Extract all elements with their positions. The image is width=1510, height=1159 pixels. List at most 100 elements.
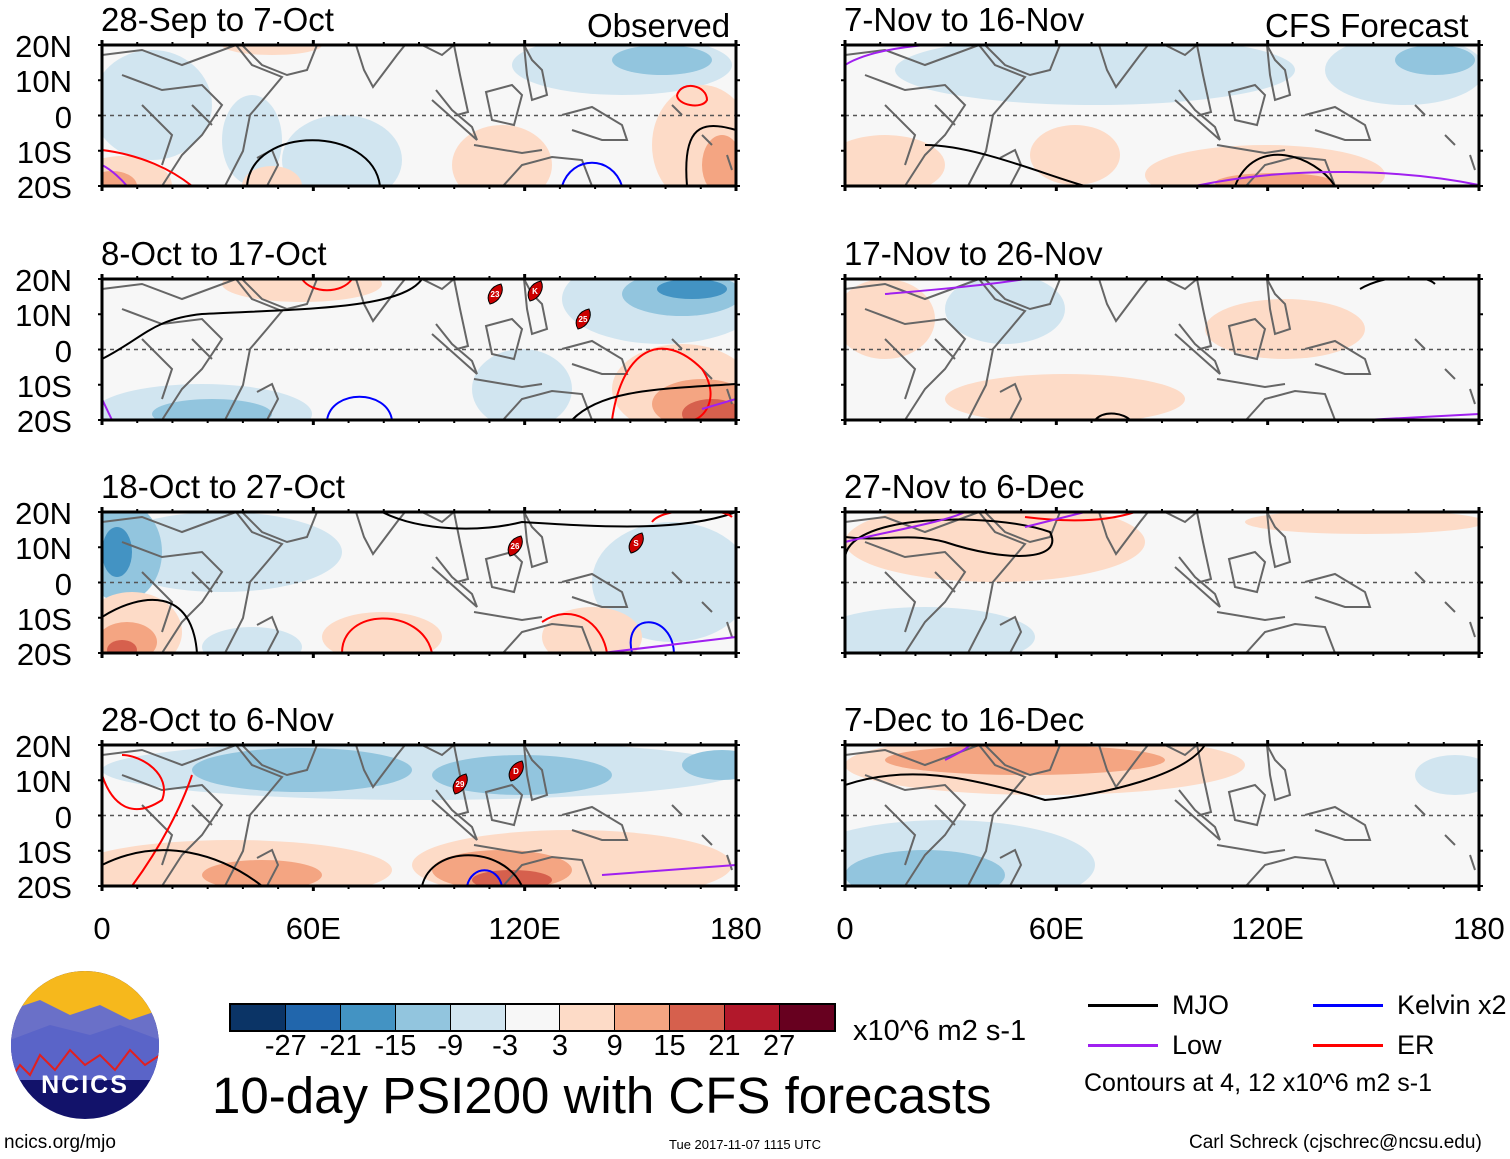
contour-line (924, 144, 1086, 186)
map-panel-observed-2: 26 S (98, 507, 740, 658)
cyclone-label: D (513, 767, 519, 776)
colorbar-swatch (559, 1005, 615, 1030)
lon-label: 0 (93, 911, 111, 946)
contour-line (651, 512, 733, 523)
psi-anomaly-region (845, 850, 1005, 886)
panel-title: 17-Nov to 26-Nov (844, 235, 1103, 272)
colorbar-swatch (724, 1005, 780, 1030)
colorbar-swatch (394, 1005, 450, 1030)
contour-line (102, 598, 198, 653)
legend-label: MJO (1172, 990, 1229, 1020)
contour-line (845, 45, 1045, 66)
contour-line (102, 754, 165, 811)
contour-line (341, 617, 433, 653)
contour-line (701, 398, 736, 410)
lat-label: 0 (54, 99, 72, 135)
psi-anomaly-region (432, 755, 612, 795)
footer-timestamp: Tue 2017-11-07 1115 UTC (669, 1137, 821, 1152)
contour-line (845, 745, 1206, 802)
contour-line (102, 279, 423, 360)
panel-title: 28-Oct to 6-Nov (101, 701, 334, 738)
colorbar-tick-label: -27 (264, 1030, 307, 1062)
psi-anomaly-region (472, 870, 552, 886)
cyclone-label: 25 (579, 315, 588, 324)
lon-label: 0 (836, 911, 854, 946)
contour-line (845, 512, 966, 543)
ncics-logo: NCICS (11, 971, 159, 1119)
lat-label: 20S (16, 404, 72, 439)
contour-line (1024, 512, 1086, 528)
lat-label: 20S (16, 170, 72, 205)
contour-line (326, 395, 393, 420)
colorbar-tick-label: 9 (606, 1030, 623, 1062)
contour-line (884, 279, 1026, 295)
cyclone-label: 26 (511, 542, 520, 551)
cyclone-label: K (532, 287, 538, 296)
legend-item-kelvin-x2: Kelvin x2 (1313, 990, 1507, 1021)
lon-label: 60E (1028, 911, 1084, 946)
map-panel-forecast-1 (841, 274, 1483, 425)
legend-label: Low (1172, 1030, 1222, 1060)
psi-anomaly-region (107, 640, 137, 653)
lat-label: 20N (15, 263, 72, 298)
tropical-cyclone-icon: 25 (575, 308, 591, 330)
psi-anomaly-region (202, 627, 302, 653)
lat-label: 10S (16, 834, 72, 870)
lat-label: 0 (54, 799, 72, 835)
colorbar-units: x10^6 m2 s-1 (853, 1015, 1027, 1047)
logo-text: NCICS (41, 1071, 129, 1099)
psi-anomaly-region (945, 374, 1185, 420)
colorbar-swatch (669, 1005, 725, 1030)
lat-label: 20N (15, 496, 72, 531)
legend-label: ER (1397, 1030, 1435, 1060)
tropical-cyclone-icon: 23 (487, 283, 503, 305)
lon-label: 180 (710, 911, 762, 946)
psi-anomaly-region (282, 115, 402, 186)
contour-line (541, 612, 608, 653)
lat-label: 20S (16, 870, 72, 905)
colorbar-tick-label: -21 (319, 1030, 362, 1062)
lat-label: 20N (15, 29, 72, 64)
contour-line (301, 279, 353, 292)
colorbar-tick-label: -15 (374, 1030, 417, 1062)
psi-anomaly-region (1030, 125, 1120, 185)
tropical-cyclone-icon: D (508, 760, 524, 782)
contour-line (611, 347, 712, 420)
panel-title: 27-Nov to 6-Dec (844, 468, 1085, 505)
colorbar-swatch (449, 1005, 505, 1030)
contour-line (466, 869, 503, 886)
psi-anomaly-region (222, 45, 322, 55)
legend-line-swatch (1088, 1044, 1158, 1047)
psi-anomaly-region (102, 527, 132, 577)
colorbar-tick-label: 27 (763, 1030, 796, 1062)
legend-line-swatch (1088, 1004, 1158, 1007)
cfs-forecast-label: CFS Forecast (1265, 7, 1469, 44)
contour-line (845, 518, 1054, 562)
psi-anomaly-region (612, 45, 712, 75)
contour-line (1194, 170, 1479, 186)
psi-anomaly-region (1215, 173, 1335, 186)
lat-label: 20S (16, 637, 72, 672)
lat-label: 0 (54, 333, 72, 369)
colorbar-tick-label: 3 (551, 1030, 568, 1062)
contour-line (131, 774, 193, 886)
contour-line (381, 512, 736, 530)
contour-line (601, 636, 736, 653)
map-panel-forecast-3 (841, 740, 1483, 891)
panel-title: 18-Oct to 27-Oct (101, 468, 345, 505)
contour-line (561, 161, 623, 186)
psi-anomaly-region (1245, 512, 1479, 534)
colorbar-swatch (284, 1005, 340, 1030)
cyclone-label: S (633, 539, 639, 548)
psi-anomaly-region (102, 512, 342, 592)
panel-title: 28-Sep to 7-Oct (101, 1, 334, 38)
colorbar-tick-label: -9 (437, 1030, 464, 1062)
colorbar-tick-label: -3 (492, 1030, 518, 1062)
tropical-cyclone-icon: S (628, 532, 644, 554)
lat-label: 10S (16, 601, 72, 637)
legend-line-swatch (1313, 1044, 1383, 1047)
lon-label: 120E (488, 911, 561, 946)
cyclone-label: 29 (456, 780, 465, 789)
contour-line (102, 164, 128, 186)
psi-anomaly-region (152, 399, 272, 420)
